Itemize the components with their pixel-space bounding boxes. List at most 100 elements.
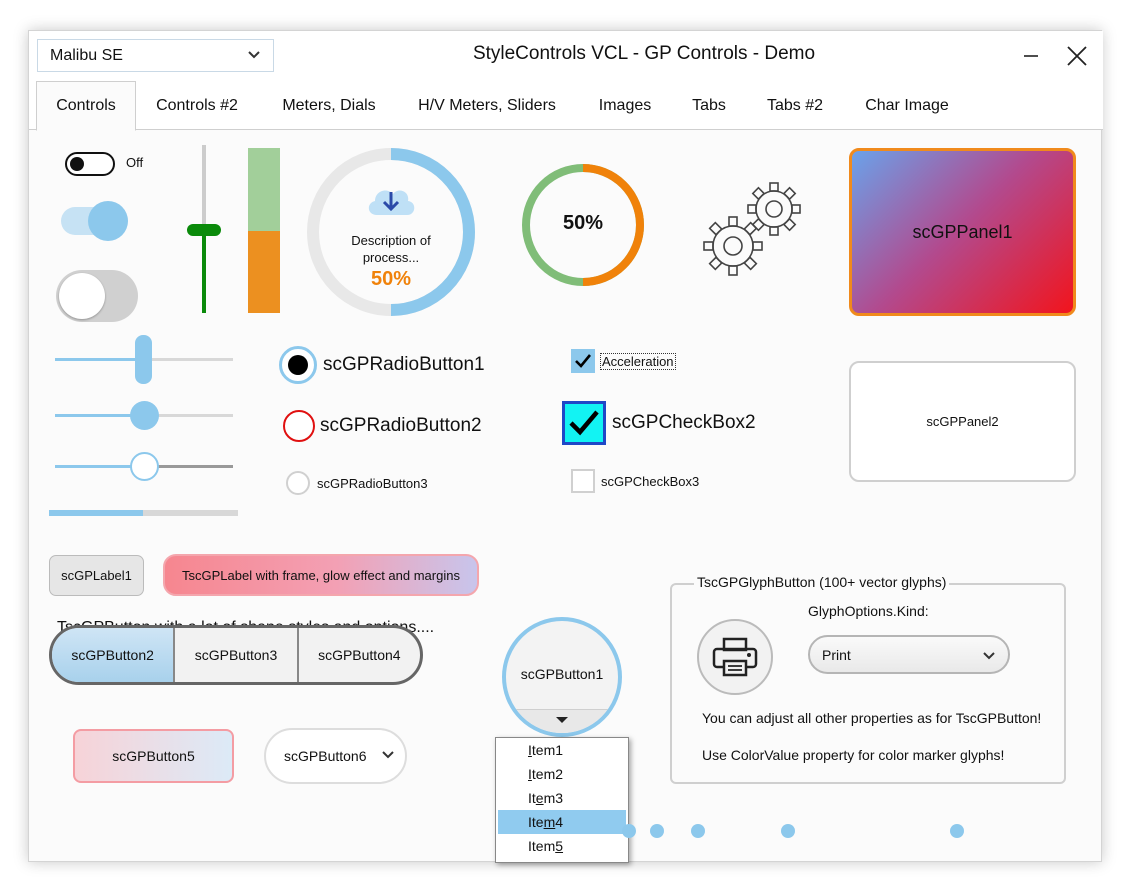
progress-arc [582,164,644,286]
button-6-label: scGPButton6 [284,748,367,764]
main-window: Malibu SE StyleControls VCL - GP Control… [28,30,1103,863]
dropdown-item-5[interactable]: Item 5 [528,838,564,854]
button-1-dropdown-part[interactable] [506,709,618,733]
switch-thumb [70,157,84,171]
checkbox-indicator [562,401,606,445]
glyph-note-2: Use ColorValue property for color marker… [702,747,1005,763]
label-2-text: TscGPLabel with frame, glow effect and m… [182,567,460,583]
slider-thumb [187,224,221,236]
chevron-down-icon [247,47,261,65]
radio-button-3[interactable]: scGPRadioButton3 [286,470,486,496]
tab-images[interactable]: Images [598,96,652,114]
checkbox-indicator [571,469,595,493]
h-slider-2[interactable] [55,399,233,431]
dropdown-item-3[interactable]: It e m3 [528,790,564,806]
button-5-label: scGPButton5 [112,748,195,764]
progress-circle-1: Description of process... 50% [305,146,477,318]
toggle-switch-1[interactable] [65,152,115,176]
glyph-group-caption: TscGPGlyphButton (100+ vector glyphs) [694,574,950,590]
toggle-switch-3[interactable] [56,270,138,322]
checkbox-label: scGPCheckBox3 [601,473,700,489]
tab-controls[interactable]: Controls [36,81,136,131]
glyph-kind-label: GlyphOptions.Kind: [808,603,929,619]
tab-controls-2[interactable]: Controls #2 [156,96,238,114]
style-select[interactable]: Malibu SE [37,39,274,72]
button-3[interactable]: scGPButton3 [175,628,299,682]
radio-indicator [283,410,315,442]
slider-thumb [130,401,159,430]
glyph-kind-select[interactable]: Print [808,635,1010,674]
checkbox-indicator [571,349,595,373]
tab-bar: Controls Controls #2 Meters, Dials H/V M… [29,81,1103,131]
slider-thumb [135,335,152,384]
checkbox-2[interactable]: scGPCheckBox2 [562,401,762,445]
chevron-down-icon [382,751,394,759]
activity-dot [781,824,795,838]
progress-value: 50% [562,212,604,234]
h-slider-3[interactable] [55,451,233,483]
toggle-switch-2[interactable] [61,201,128,241]
checkbox-acceleration[interactable]: Acceleration [571,348,731,374]
glyph-note-1: You can adjust all other properties as f… [702,710,1042,726]
panel-1: scGPPanel1 [849,148,1076,316]
panel-1-caption: scGPPanel1 [912,221,1013,242]
style-select-value: Malibu SE [50,46,123,64]
vertical-slider[interactable] [184,143,224,315]
progress-circle-2: 50% [520,162,646,288]
label-2-glow: TscGPLabel with frame, glow effect and m… [163,554,479,596]
radio-button-2[interactable]: scGPRadioButton2 [283,409,523,443]
tab-tabs-2[interactable]: Tabs #2 [766,96,824,114]
glyph-button[interactable] [697,619,773,695]
button-1-label: scGPButton1 [520,666,604,682]
close-button[interactable] [1055,39,1099,73]
meter-fill [248,231,280,313]
tab-hv-meters-sliders[interactable]: H/V Meters, Sliders [418,96,556,114]
button-1[interactable]: scGPButton1 [502,617,622,737]
chevron-down-icon [983,652,995,660]
checkbox-3[interactable]: scGPCheckBox3 [571,468,751,494]
checkbox-label: scGPCheckBox2 [612,412,756,433]
activity-dot [950,824,964,838]
button-5[interactable]: scGPButton5 [73,729,234,783]
radio-indicator [286,471,310,495]
checkbox-label: Acceleration [600,352,676,370]
tab-tabs[interactable]: Tabs [692,96,726,114]
cloud-download-icon [368,190,415,215]
caret-down-icon [556,717,568,723]
checkmark-icon [569,410,599,436]
button-6[interactable]: scGPButton6 [264,728,407,784]
h-slider-1[interactable] [55,335,233,385]
close-icon [1067,46,1087,66]
radio-label: scGPRadioButton2 [320,415,482,436]
radio-label: scGPRadioButton1 [323,354,485,375]
minimize-button[interactable] [1009,39,1053,73]
printer-icon [712,637,758,677]
button-2[interactable]: scGPButton2 [52,628,176,682]
glyph-button-group: TscGPGlyphButton (100+ vector glyphs) Gl… [670,574,1066,784]
gears-icon [703,182,801,276]
label-1: scGPLabel1 [49,555,144,596]
tab-char-image[interactable]: Char Image [865,96,949,114]
radio-button-1[interactable]: scGPRadioButton1 [279,346,519,384]
activity-dot [691,824,705,838]
glyph-kind-value: Print [822,646,851,663]
vertical-meter [248,148,280,313]
button-group: scGPButton2 scGPButton3 scGPButton4 [49,625,423,685]
panel-2-caption: scGPPanel2 [926,414,999,429]
progress-value: 50% [370,268,412,290]
tab-meters-dials[interactable]: Meters, Dials [282,96,376,114]
h-slider-4[interactable] [49,510,238,516]
checkmark-icon [575,354,592,368]
button-4[interactable]: scGPButton4 [318,647,401,663]
window-title: StyleControls VCL - GP Controls - Demo [472,43,816,64]
dropdown-item-4[interactable]: Ite m 4 [498,810,626,834]
minimize-icon [1024,55,1038,57]
switch-thumb [59,273,105,319]
slider-fill [49,510,143,516]
activity-dot [650,824,664,838]
label-1-text: scGPLabel1 [61,568,132,583]
radio-indicator [279,346,317,384]
